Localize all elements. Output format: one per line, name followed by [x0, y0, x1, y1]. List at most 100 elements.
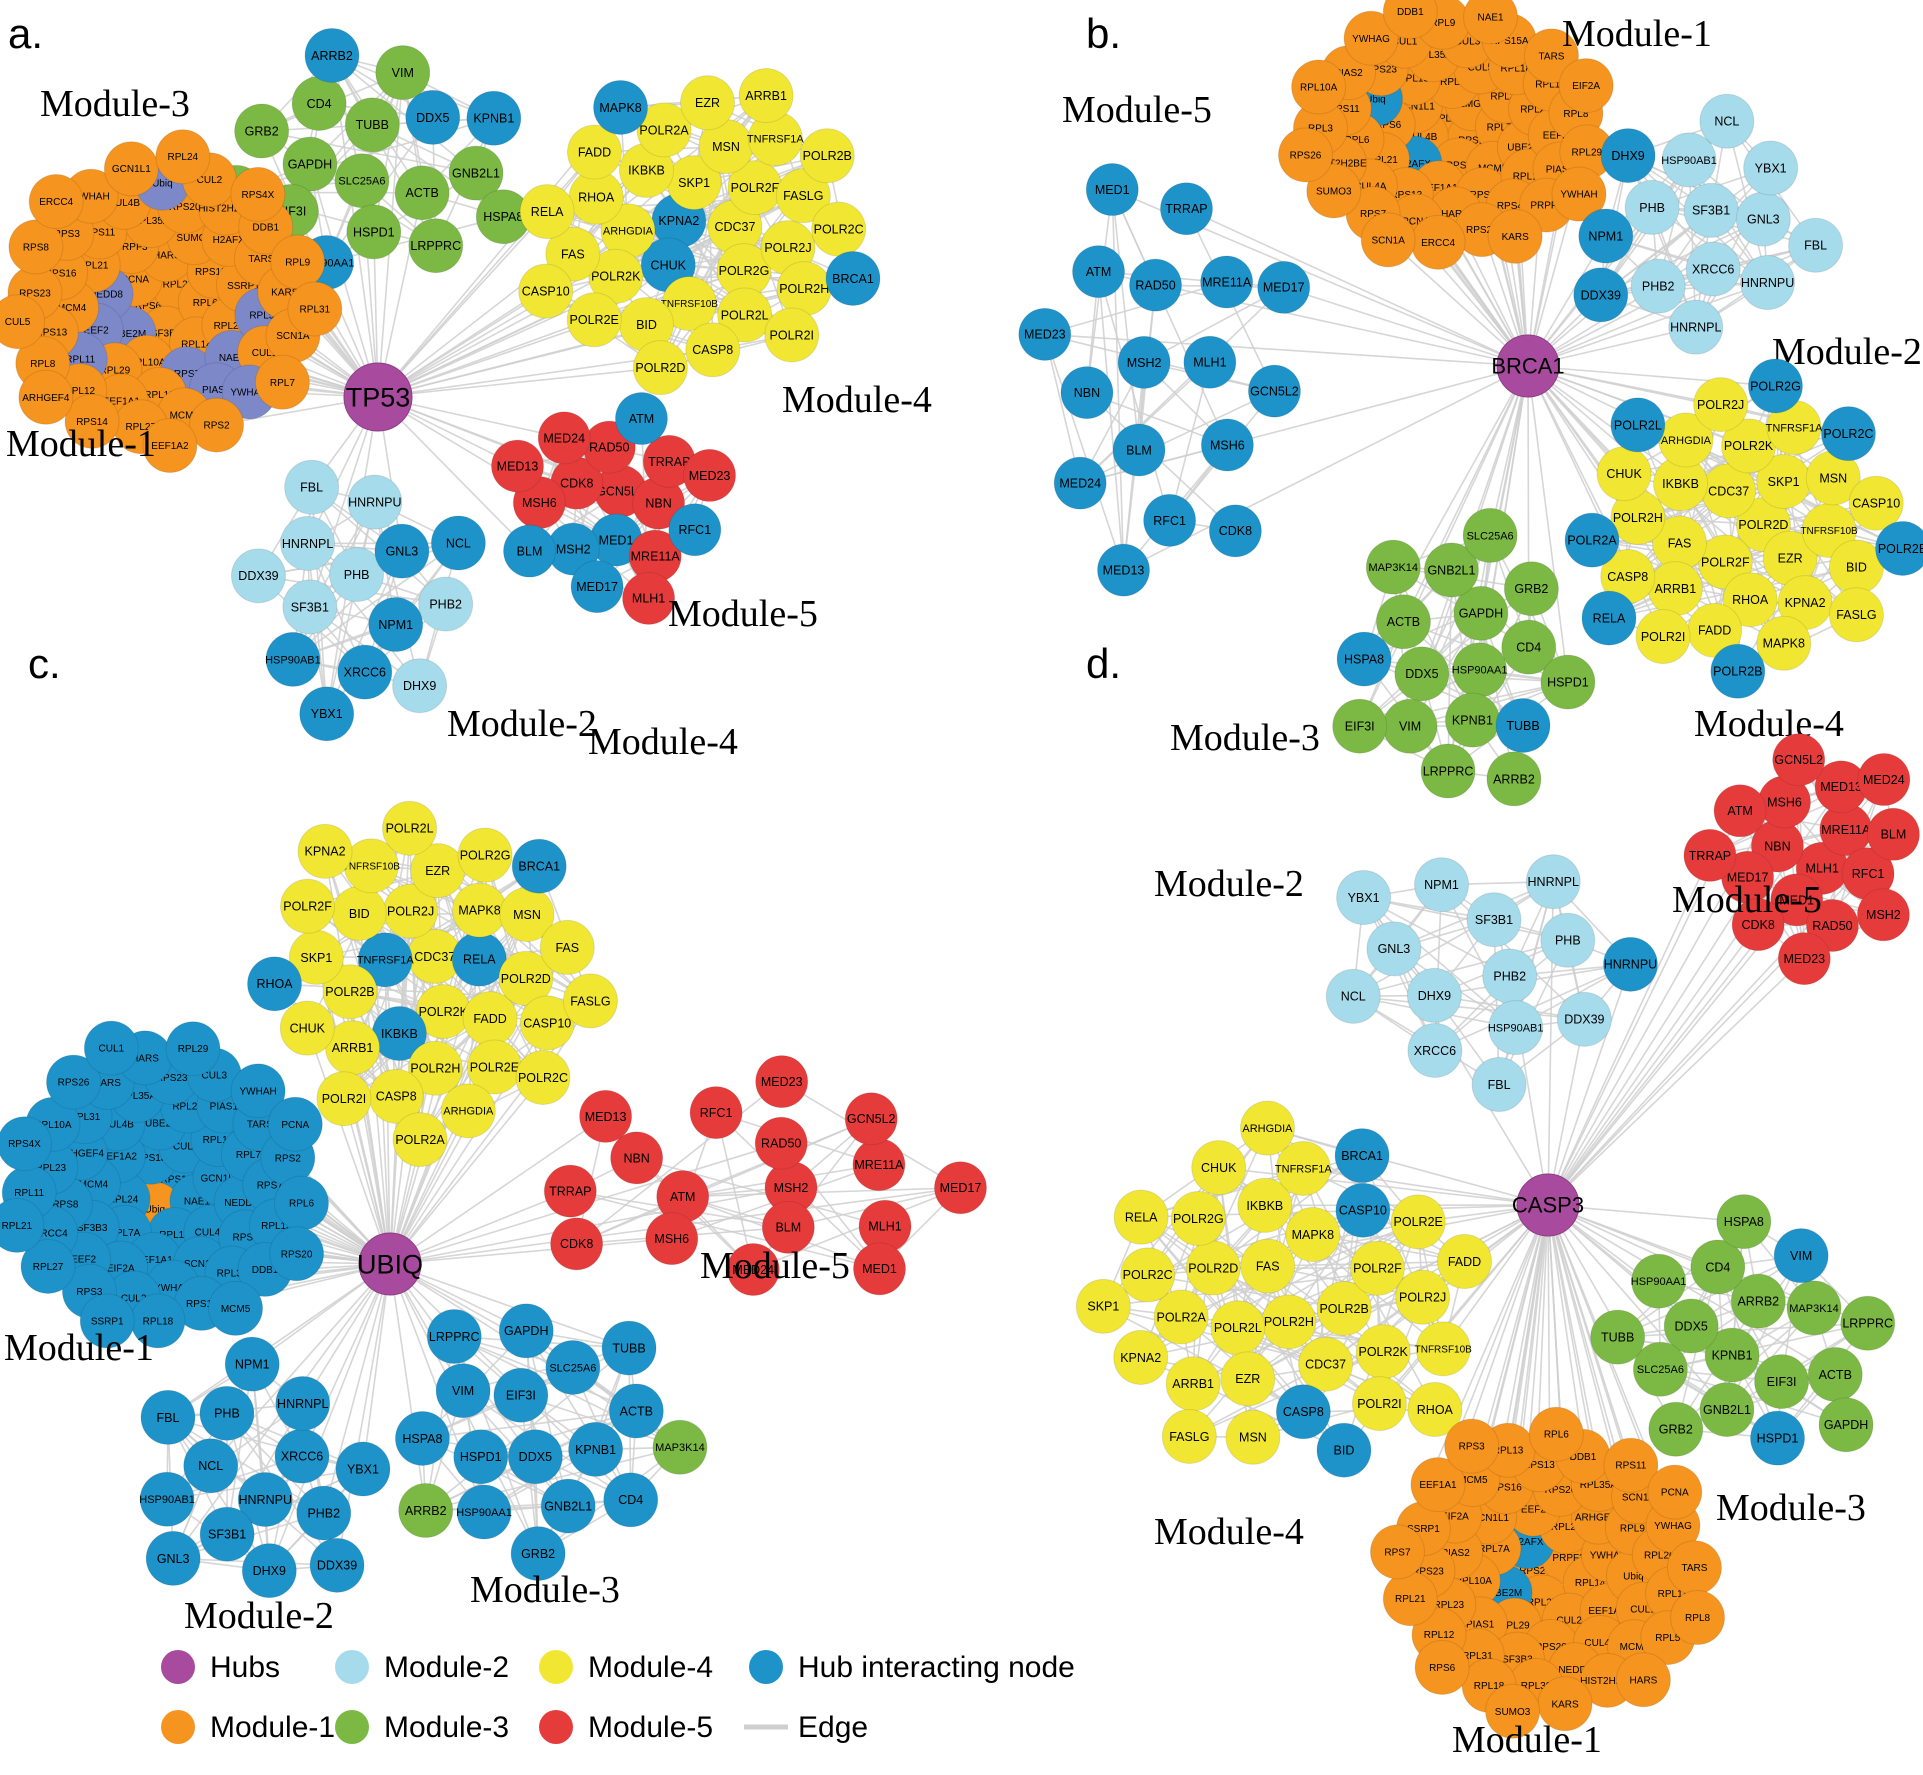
node-HNRNPU[interactable]: HNRNPU [347, 474, 403, 530]
node-VIM[interactable]: VIM [435, 1363, 491, 1419]
protein-node-circle[interactable] [1075, 1278, 1131, 1334]
protein-node-circle[interactable] [1501, 619, 1557, 675]
protein-node-circle[interactable] [566, 292, 622, 348]
node-RHOA[interactable]: RHOA [1407, 1381, 1463, 1437]
node-RPL10A[interactable]: RPL10A [1291, 59, 1347, 115]
node-MED17[interactable]: MED17 [933, 1161, 987, 1215]
node-TNFRSF10B[interactable]: TNFRSF10B [1415, 1321, 1473, 1377]
node-MRE11A[interactable]: MRE11A [1200, 255, 1254, 309]
hub-node-circle[interactable] [343, 362, 413, 432]
node-TNFRSF1A[interactable]: TNFRSF1A [747, 111, 805, 167]
node-HSP90AB1[interactable]: HSP90AB1 [265, 631, 321, 687]
node-KPNA2[interactable]: KPNA2 [297, 823, 353, 879]
protein-node-circle[interactable] [1390, 1194, 1446, 1250]
node-RPS4X[interactable]: RPS4X [0, 1116, 52, 1172]
node-KPNB1[interactable]: KPNB1 [1704, 1327, 1760, 1383]
protein-node-circle[interactable] [1540, 912, 1596, 968]
protein-node-circle[interactable] [685, 322, 741, 378]
protein-node-circle[interactable] [593, 79, 649, 135]
protein-node-circle[interactable] [279, 1000, 335, 1056]
protein-node-circle[interactable] [543, 1164, 597, 1218]
protein-node-circle[interactable] [1866, 807, 1920, 861]
protein-node-circle[interactable] [1257, 260, 1311, 314]
node-RPS20[interactable]: RPS20 [269, 1226, 325, 1282]
node-POLR2K[interactable]: POLR2K [1355, 1324, 1411, 1380]
node-MAPK8[interactable]: MAPK8 [1756, 615, 1812, 671]
node-CD4[interactable]: CD4 [1690, 1239, 1746, 1295]
node-SF3B1[interactable]: SF3B1 [199, 1506, 255, 1562]
protein-node-circle[interactable] [1556, 991, 1612, 1047]
protein-node-circle[interactable] [83, 1020, 139, 1076]
node-FAS[interactable]: FAS [539, 919, 595, 975]
protein-node-circle[interactable] [1113, 1329, 1169, 1385]
node-ACTB[interactable]: ACTB [394, 165, 450, 221]
node-FASLG[interactable]: FASLG [562, 973, 618, 1029]
node-HSPA8[interactable]: HSPA8 [1716, 1194, 1772, 1250]
node-MAP3K14[interactable]: MAP3K14 [652, 1419, 708, 1475]
protein-node-circle[interactable] [1437, 1234, 1493, 1290]
protein-node-circle[interactable] [775, 168, 831, 224]
protein-node-circle[interactable] [1153, 1289, 1209, 1345]
node-GNB2L1[interactable]: GNB2L1 [540, 1478, 596, 1534]
node-FASLG[interactable]: FASLG [1828, 587, 1884, 643]
node-EIF2A[interactable]: EIF2A [1558, 58, 1614, 114]
node-BRCA1[interactable]: BRCA1 [825, 250, 881, 306]
node-ERCC4[interactable]: ERCC4 [1410, 214, 1466, 270]
protein-node-circle[interactable] [322, 964, 378, 1020]
protein-node-circle[interactable] [1240, 1238, 1296, 1294]
node-SLC25A6[interactable]: SLC25A6 [334, 153, 390, 209]
node-VIM[interactable]: VIM [1382, 698, 1438, 754]
node-ACTB[interactable]: ACTB [1375, 594, 1431, 650]
node-GAPDH[interactable]: GAPDH [282, 136, 338, 192]
protein-node-circle[interactable] [1551, 166, 1607, 222]
protein-node-circle[interactable] [761, 1200, 815, 1254]
node-CD4[interactable]: CD4 [603, 1472, 659, 1528]
node-POLR2C[interactable]: POLR2C [515, 1049, 571, 1105]
protein-node-circle[interactable] [689, 1086, 743, 1140]
node-LRPPRC[interactable]: LRPPRC [426, 1309, 482, 1365]
protein-node-circle[interactable] [1369, 1524, 1425, 1580]
node-POLR2E[interactable]: POLR2E [1390, 1194, 1446, 1250]
node-NBN[interactable]: NBN [610, 1131, 664, 1185]
node-HSP90AB1[interactable]: HSP90AB1 [1661, 132, 1717, 188]
node-HNRNPU[interactable]: HNRNPU [1602, 936, 1658, 992]
protein-node-circle[interactable] [1285, 1206, 1341, 1262]
node-FAS[interactable]: FAS [1652, 515, 1708, 571]
protein-node-circle[interactable] [18, 369, 74, 425]
node-EEF1A1[interactable]: EEF1A1 [1410, 1457, 1466, 1513]
node-GNB2L1[interactable]: GNB2L1 [448, 145, 504, 201]
node-POLR2B[interactable]: POLR2B [1316, 1280, 1372, 1336]
protein-node-circle[interactable] [1112, 423, 1166, 477]
node-PHB[interactable]: PHB [329, 547, 385, 603]
node-KPNA2[interactable]: KPNA2 [1113, 1329, 1169, 1385]
protein-node-circle[interactable] [337, 644, 393, 700]
node-YBX1[interactable]: YBX1 [1336, 870, 1392, 926]
protein-node-circle[interactable] [1820, 406, 1876, 462]
protein-node-circle[interactable] [1410, 1457, 1466, 1513]
node-FADD[interactable]: FADD [462, 991, 518, 1047]
protein-node-circle[interactable] [140, 1389, 196, 1445]
protein-node-circle[interactable] [335, 1441, 391, 1497]
node-POLR2D[interactable]: POLR2D [632, 340, 688, 396]
protein-node-circle[interactable] [1462, 507, 1518, 563]
protein-node-circle[interactable] [540, 1478, 596, 1534]
protein-node-circle[interactable] [435, 1363, 491, 1419]
node-EEF1A2[interactable]: EEF1A2 [142, 417, 198, 473]
node-HSP90AA1[interactable]: HSP90AA1 [456, 1484, 512, 1540]
node-ATM[interactable]: ATM [656, 1170, 710, 1224]
protein-node-circle[interactable] [1161, 1408, 1217, 1464]
node-PCNA[interactable]: PCNA [1647, 1464, 1703, 1520]
node-GNL3[interactable]: GNL3 [1366, 921, 1422, 977]
node-HSP90AB1[interactable]: HSP90AB1 [139, 1471, 195, 1527]
protein-node-circle[interactable] [224, 1336, 280, 1392]
node-MLH1[interactable]: MLH1 [622, 571, 676, 625]
protein-node-circle[interactable] [296, 1485, 352, 1541]
node-RPS26[interactable]: RPS26 [46, 1054, 102, 1110]
node-TRRAP[interactable]: TRRAP [543, 1164, 597, 1218]
node-RPS7[interactable]: RPS7 [1369, 1524, 1425, 1580]
protein-node-circle[interactable] [588, 248, 644, 304]
node-MED17[interactable]: MED17 [1721, 850, 1775, 904]
node-MED1[interactable]: MED1 [1085, 163, 1139, 217]
protein-node-circle[interactable] [1170, 1191, 1226, 1247]
node-ARRB2[interactable]: ARRB2 [304, 27, 360, 83]
